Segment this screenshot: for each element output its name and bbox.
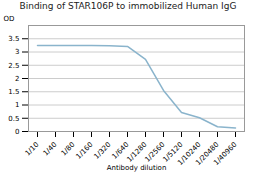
svg-text:1/10: 1/10 [24, 141, 41, 158]
svg-text:OD: OD [4, 15, 15, 23]
svg-text:3: 3 [15, 48, 19, 56]
svg-text:1/640: 1/640 [110, 140, 131, 161]
html-text:Binding of STAR106P to immobil: Binding of STAR106P to immobilized Human… [19, 1, 237, 11]
svg-text:1/5120: 1/5120 [161, 140, 185, 164]
svg-text:0.5: 0.5 [8, 114, 19, 122]
svg-text:1/160: 1/160 [75, 141, 95, 161]
svg-text:1/10240: 1/10240 [176, 140, 203, 167]
svg-text:1/80: 1/80 [59, 140, 77, 158]
svg-text:1/320: 1/320 [93, 141, 113, 161]
svg-text:1/2560: 1/2560 [143, 140, 167, 164]
svg-text:1/20480: 1/20480 [194, 140, 221, 167]
svg-text:0: 0 [15, 128, 19, 136]
svg-text:3.5: 3.5 [8, 35, 19, 43]
svg-text:1/40960: 1/40960 [212, 141, 238, 167]
svg-text:1/40: 1/40 [42, 141, 59, 158]
svg-text:1: 1 [15, 101, 19, 109]
svg-text:2: 2 [15, 75, 19, 83]
svg-text:2.5: 2.5 [8, 61, 19, 69]
svg-text:1.5: 1.5 [8, 88, 19, 96]
svg-text:Antibody dilution: Antibody dilution [107, 164, 167, 172]
svg-text:1/1280: 1/1280 [125, 140, 149, 164]
